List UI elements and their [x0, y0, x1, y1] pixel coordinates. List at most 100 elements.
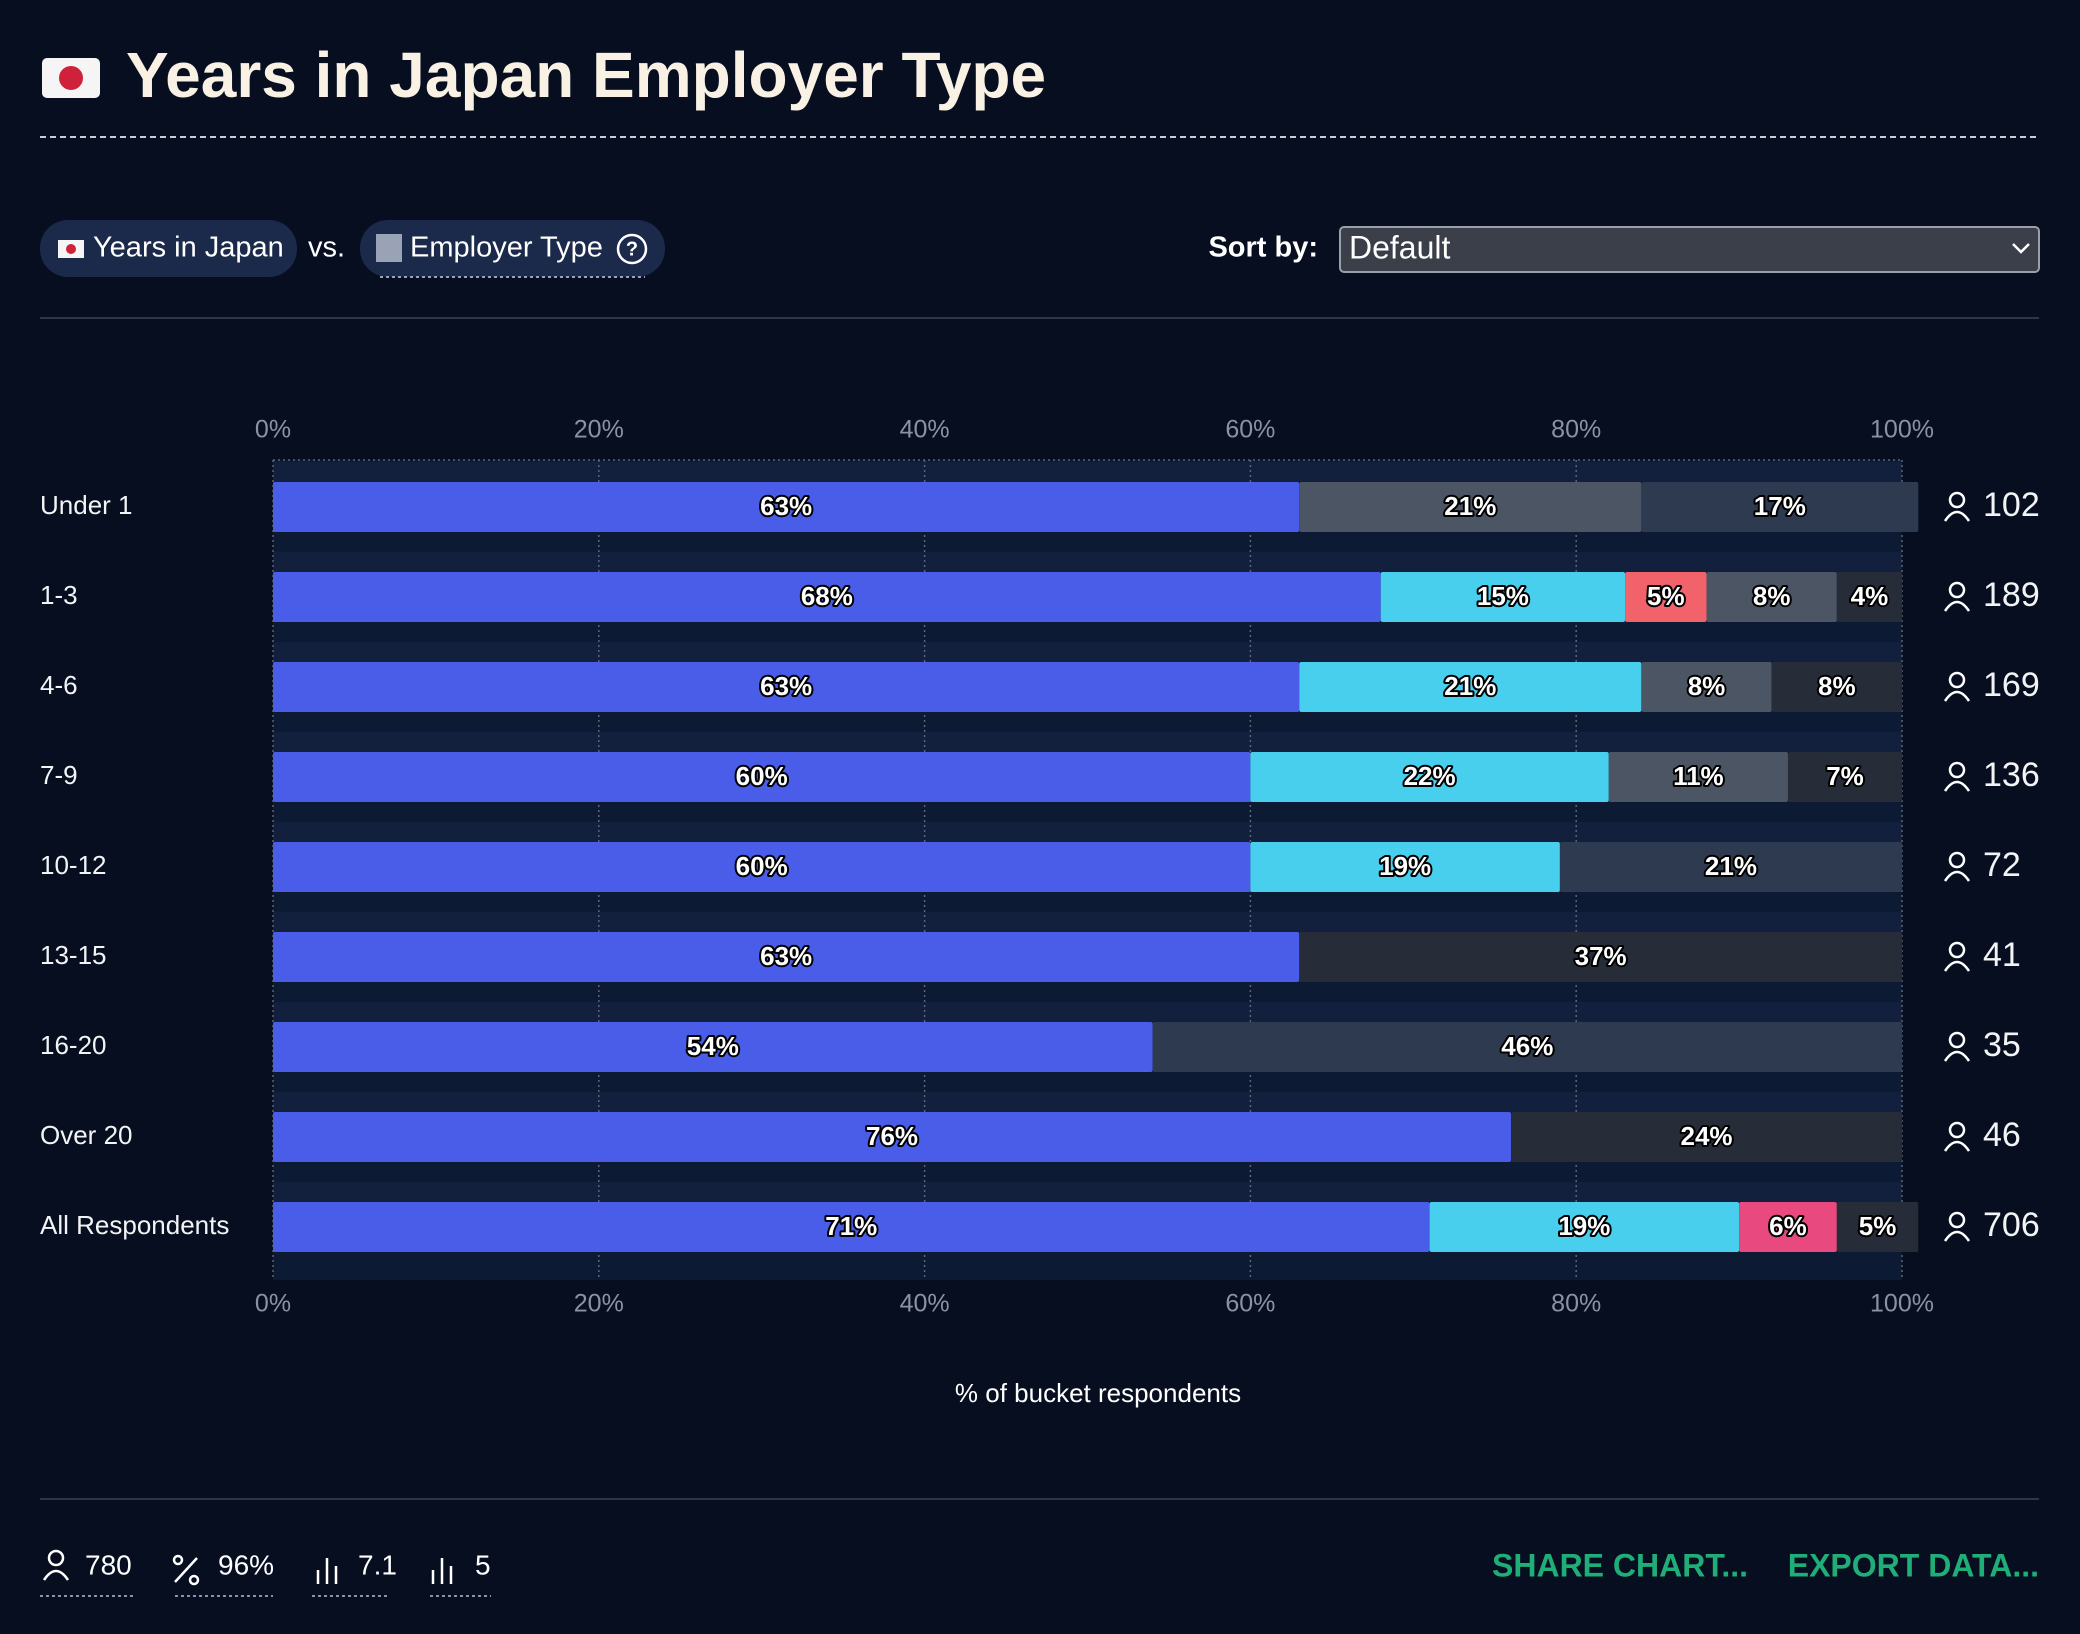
- bar-segment: [1250, 842, 1560, 892]
- bar-segment: [273, 1202, 1430, 1252]
- sort-value: Default: [1349, 229, 1451, 265]
- share-button[interactable]: SHARE CHART...: [1492, 1547, 1748, 1583]
- bar-segment: [1429, 1202, 1740, 1252]
- segment-label: 46%: [1501, 1031, 1553, 1061]
- row-band: [273, 642, 1902, 662]
- segment-label: 37%: [1575, 941, 1627, 971]
- secondary-label: Employer Type: [410, 232, 603, 264]
- segment-label: 68%: [801, 581, 853, 611]
- sort-label: Sort by:: [1208, 232, 1318, 264]
- segment-label: 21%: [1705, 851, 1757, 881]
- bar-segment: [1771, 662, 1902, 712]
- page-title: Years in Japan Employer Type: [126, 39, 1046, 111]
- person-icon: [1948, 671, 1966, 689]
- x-axis-title: % of bucket respondents: [955, 1378, 1241, 1408]
- stat-average: 7.1: [358, 1549, 397, 1580]
- segment-label: 5%: [1859, 1211, 1897, 1241]
- y-tick-label: 16-20: [40, 1030, 107, 1060]
- bar-segment: [1250, 752, 1609, 802]
- segment-label: 5%: [1647, 581, 1685, 611]
- person-icon: [1948, 941, 1966, 959]
- person-icon: [1948, 491, 1966, 509]
- person-icon: [1948, 1121, 1966, 1139]
- row-band: [273, 1092, 1902, 1112]
- segment-label: 71%: [825, 1211, 877, 1241]
- sort-select[interactable]: [1339, 226, 2040, 273]
- bar-segment: [1787, 752, 1902, 802]
- stat-buckets: 5: [475, 1549, 491, 1580]
- export-button[interactable]: EXPORT DATA...: [1788, 1547, 2039, 1583]
- segment-label: 63%: [760, 941, 812, 971]
- y-tick-label: Under 1: [40, 490, 133, 520]
- stat-respondents: 780: [85, 1549, 132, 1580]
- x-tick-label: 40%: [900, 416, 950, 444]
- bar-segment: [1608, 752, 1788, 802]
- x-tick-label: 0%: [255, 1290, 291, 1318]
- person-icon: [1943, 1230, 1971, 1242]
- segment-label: 54%: [687, 1031, 739, 1061]
- bar-segment: [273, 842, 1251, 892]
- bar-segment: [273, 752, 1251, 802]
- person-icon: [1943, 510, 1971, 522]
- row-band: [273, 732, 1902, 752]
- y-tick-label: 7-9: [40, 760, 78, 790]
- segment-label: 24%: [1680, 1121, 1732, 1151]
- x-tick-label: 80%: [1551, 416, 1601, 444]
- respondent-count: 35: [1983, 1026, 2021, 1064]
- segment-label: 11%: [1673, 761, 1724, 791]
- y-tick-label: 10-12: [40, 850, 107, 880]
- segment-label: 19%: [1558, 1211, 1610, 1241]
- segment-label: 63%: [760, 671, 812, 701]
- bar-segment: [1706, 572, 1837, 622]
- y-tick-label: 1-3: [40, 580, 78, 610]
- bar-segment: [1625, 572, 1707, 622]
- row-band: [273, 552, 1902, 572]
- respondent-count: 46: [1983, 1116, 2021, 1154]
- y-tick-label: All Respondents: [40, 1210, 229, 1240]
- bar-segment: [1641, 662, 1772, 712]
- segment-label: 22%: [1404, 761, 1456, 791]
- person-icon: [1943, 600, 1971, 612]
- svg-text:?: ?: [626, 238, 638, 260]
- primary-pill[interactable]: [40, 220, 297, 277]
- segment-label: 21%: [1444, 671, 1496, 701]
- person-icon: [1943, 960, 1971, 972]
- respondent-count: 41: [1983, 936, 2021, 974]
- segment-label: 60%: [736, 851, 788, 881]
- bar-segment: [1641, 482, 1919, 532]
- respondent-count: 189: [1983, 576, 2040, 614]
- segment-label: 76%: [866, 1121, 918, 1151]
- row-band: [273, 822, 1902, 842]
- row-band: [273, 912, 1902, 932]
- row-band: [273, 1002, 1902, 1022]
- respondent-count: 72: [1983, 846, 2021, 884]
- y-tick-label: Over 20: [40, 1120, 133, 1150]
- secondary-pill[interactable]: [360, 220, 665, 277]
- segment-label: 8%: [1688, 671, 1726, 701]
- person-icon: [1948, 851, 1966, 869]
- vs-label: vs.: [308, 232, 345, 264]
- bar-segment: [1836, 572, 1902, 622]
- bar-segment: [1380, 572, 1626, 622]
- segment-label: 15%: [1477, 581, 1529, 611]
- bar-segment: [1152, 1022, 1902, 1072]
- x-tick-label: 60%: [1225, 416, 1275, 444]
- segment-label: 4%: [1851, 581, 1889, 611]
- x-tick-label: 20%: [574, 1290, 624, 1318]
- person-icon: [1948, 1031, 1966, 1049]
- segment-label: 8%: [1818, 671, 1856, 701]
- bar-segment: [1739, 1202, 1837, 1252]
- segment-label: 8%: [1753, 581, 1791, 611]
- segment-label: 19%: [1379, 851, 1431, 881]
- bar-segment: [273, 572, 1381, 622]
- person-icon: [1943, 870, 1971, 882]
- person-icon: [1943, 1050, 1971, 1062]
- y-tick-label: 13-15: [40, 940, 107, 970]
- x-tick-label: 80%: [1551, 1290, 1601, 1318]
- y-tick-label: 4-6: [40, 670, 78, 700]
- flag-icon: [42, 58, 100, 98]
- respondent-count: 706: [1983, 1206, 2040, 1244]
- bar-segment: [273, 1112, 1512, 1162]
- primary-label: Years in Japan: [93, 232, 284, 264]
